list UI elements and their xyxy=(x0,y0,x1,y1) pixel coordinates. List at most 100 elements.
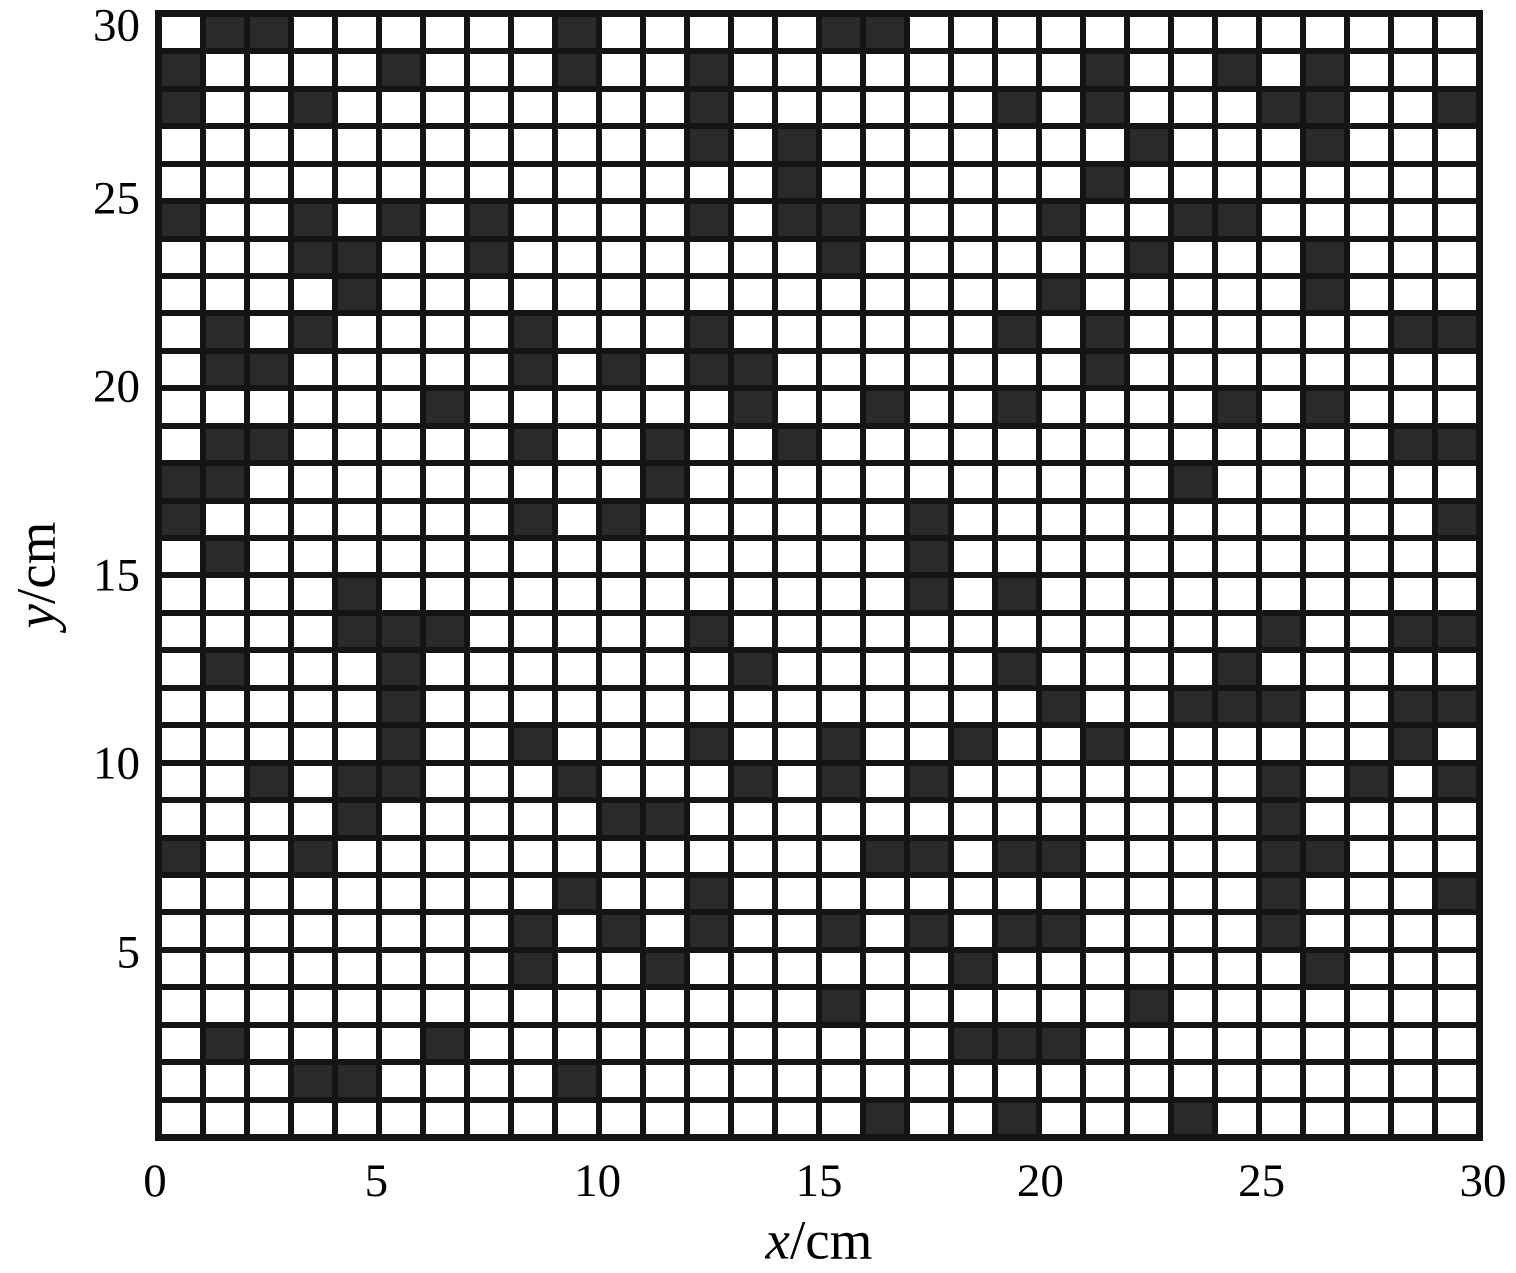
grid-cell xyxy=(1174,803,1212,835)
grid-cell xyxy=(734,615,772,648)
grid-cell xyxy=(1130,428,1168,461)
grid-cell xyxy=(294,653,332,685)
grid-cell xyxy=(470,1065,508,1097)
grid-cell xyxy=(1086,653,1124,685)
grid-cell xyxy=(206,204,244,236)
grid-cell xyxy=(162,1027,200,1060)
grid-cell xyxy=(1350,166,1388,199)
grid-cell xyxy=(1218,54,1256,86)
grid-cell xyxy=(646,952,684,985)
grid-cell xyxy=(998,990,1036,1022)
grid-cell xyxy=(602,653,640,685)
grid-cell xyxy=(250,615,288,648)
grid-cell xyxy=(822,204,860,236)
grid-cell xyxy=(734,129,772,161)
grid-cell xyxy=(646,503,684,536)
grid-cell xyxy=(382,391,420,423)
grid-cell xyxy=(162,91,200,124)
grid-cell xyxy=(558,615,596,648)
grid-cell xyxy=(910,578,948,610)
grid-cell xyxy=(954,241,992,274)
grid-cell xyxy=(294,1027,332,1060)
grid-cell xyxy=(426,803,464,835)
grid-cell xyxy=(866,765,904,798)
grid-cell xyxy=(1350,466,1388,498)
grid-cell xyxy=(1042,129,1080,161)
grid-cell xyxy=(470,840,508,872)
grid-cell xyxy=(1262,204,1300,236)
grid-cell xyxy=(1086,503,1124,536)
grid-cell xyxy=(206,1102,244,1134)
grid-cell xyxy=(602,316,640,348)
grid-cell xyxy=(1042,353,1080,386)
grid-cell xyxy=(778,803,816,835)
grid-cell xyxy=(1218,690,1256,723)
grid-cell xyxy=(866,54,904,86)
grid-cell xyxy=(1130,204,1168,236)
grid-cell xyxy=(558,840,596,872)
grid-cell xyxy=(734,578,772,610)
grid-cell xyxy=(1394,279,1432,311)
grid-cell xyxy=(1042,990,1080,1022)
grid-cell xyxy=(1174,279,1212,311)
grid-cell xyxy=(426,391,464,423)
grid-cell xyxy=(338,204,376,236)
grid-cell xyxy=(734,915,772,947)
grid-cell xyxy=(294,428,332,461)
grid-cell xyxy=(426,1102,464,1134)
grid-cell xyxy=(954,279,992,311)
grid-cell xyxy=(866,1027,904,1060)
grid-cell xyxy=(206,1027,244,1060)
grid-cell xyxy=(1394,166,1432,199)
grid-cell xyxy=(1394,91,1432,124)
grid-cell xyxy=(910,91,948,124)
grid-cell xyxy=(1174,990,1212,1022)
grid-cell xyxy=(910,952,948,985)
grid-cell xyxy=(162,166,200,199)
grid-cell xyxy=(382,91,420,124)
grid-cell xyxy=(514,503,552,536)
grid-cell xyxy=(778,765,816,798)
grid-cell xyxy=(1218,1102,1256,1134)
grid-cell xyxy=(1042,1102,1080,1134)
grid-cell xyxy=(910,728,948,760)
grid-cell xyxy=(1438,241,1476,274)
grid-cell xyxy=(1262,1027,1300,1060)
grid-cell xyxy=(470,279,508,311)
grid-cell xyxy=(382,1065,420,1097)
grid-cell xyxy=(866,129,904,161)
grid-cell xyxy=(162,728,200,760)
grid-cell xyxy=(866,17,904,49)
grid-cell xyxy=(998,466,1036,498)
grid-cell xyxy=(910,915,948,947)
grid-cell xyxy=(866,316,904,348)
grid-cell xyxy=(734,690,772,723)
grid-cell xyxy=(1086,990,1124,1022)
grid-cell xyxy=(558,765,596,798)
grid-cell xyxy=(162,428,200,461)
grid-cell xyxy=(162,915,200,947)
grid-cell xyxy=(822,915,860,947)
grid-cell xyxy=(206,129,244,161)
grid-cell xyxy=(734,316,772,348)
grid-cell xyxy=(338,690,376,723)
grid-cell xyxy=(382,241,420,274)
grid-cell xyxy=(778,1065,816,1097)
grid-cell xyxy=(1306,166,1344,199)
grid-cell xyxy=(250,166,288,199)
grid-cell xyxy=(998,17,1036,49)
grid-cell xyxy=(426,541,464,573)
grid-cell xyxy=(294,17,332,49)
x-tick-label: 25 xyxy=(1238,1155,1286,1207)
grid-cell xyxy=(822,503,860,536)
grid-cell xyxy=(1350,690,1388,723)
grid-cell xyxy=(206,166,244,199)
grid-cell xyxy=(866,615,904,648)
y-tick-label: 15 xyxy=(93,549,140,601)
grid-cell xyxy=(690,1065,728,1097)
grid-cell xyxy=(294,1065,332,1097)
grid-cell xyxy=(294,391,332,423)
x-tick-label: 0 xyxy=(143,1155,167,1207)
grid-cell xyxy=(954,877,992,910)
grid-cell xyxy=(294,541,332,573)
